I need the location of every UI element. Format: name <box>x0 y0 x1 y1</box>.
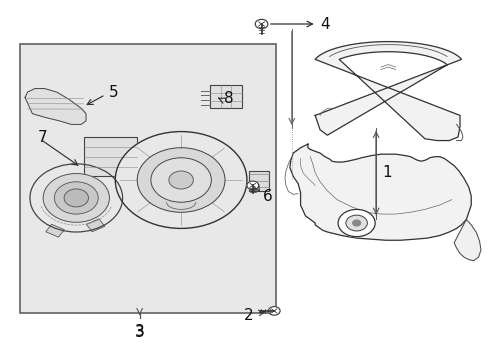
Circle shape <box>30 164 122 232</box>
Text: 3: 3 <box>135 325 144 340</box>
Bar <box>249 171 268 191</box>
Circle shape <box>268 307 280 315</box>
Polygon shape <box>289 144 470 240</box>
Circle shape <box>168 171 193 189</box>
Bar <box>83 137 137 176</box>
Circle shape <box>345 215 366 231</box>
Circle shape <box>115 132 246 228</box>
Text: 7: 7 <box>37 130 47 145</box>
Polygon shape <box>314 42 461 140</box>
Circle shape <box>43 174 109 222</box>
Bar <box>86 219 104 232</box>
Circle shape <box>151 158 211 202</box>
Circle shape <box>255 19 267 29</box>
Circle shape <box>64 189 88 207</box>
Text: 3: 3 <box>135 324 144 339</box>
Bar <box>46 224 64 237</box>
Text: 1: 1 <box>381 165 391 180</box>
Circle shape <box>54 182 98 214</box>
Polygon shape <box>25 89 86 125</box>
Text: 8: 8 <box>224 91 233 106</box>
Text: 6: 6 <box>263 189 272 204</box>
Text: 2: 2 <box>243 308 253 323</box>
Bar <box>20 44 276 313</box>
Circle shape <box>337 210 374 237</box>
Polygon shape <box>453 220 480 261</box>
Circle shape <box>137 148 224 212</box>
Text: 5: 5 <box>109 85 118 100</box>
Bar <box>210 85 242 108</box>
Circle shape <box>246 181 258 190</box>
Circle shape <box>352 220 360 226</box>
Text: 4: 4 <box>320 17 329 32</box>
